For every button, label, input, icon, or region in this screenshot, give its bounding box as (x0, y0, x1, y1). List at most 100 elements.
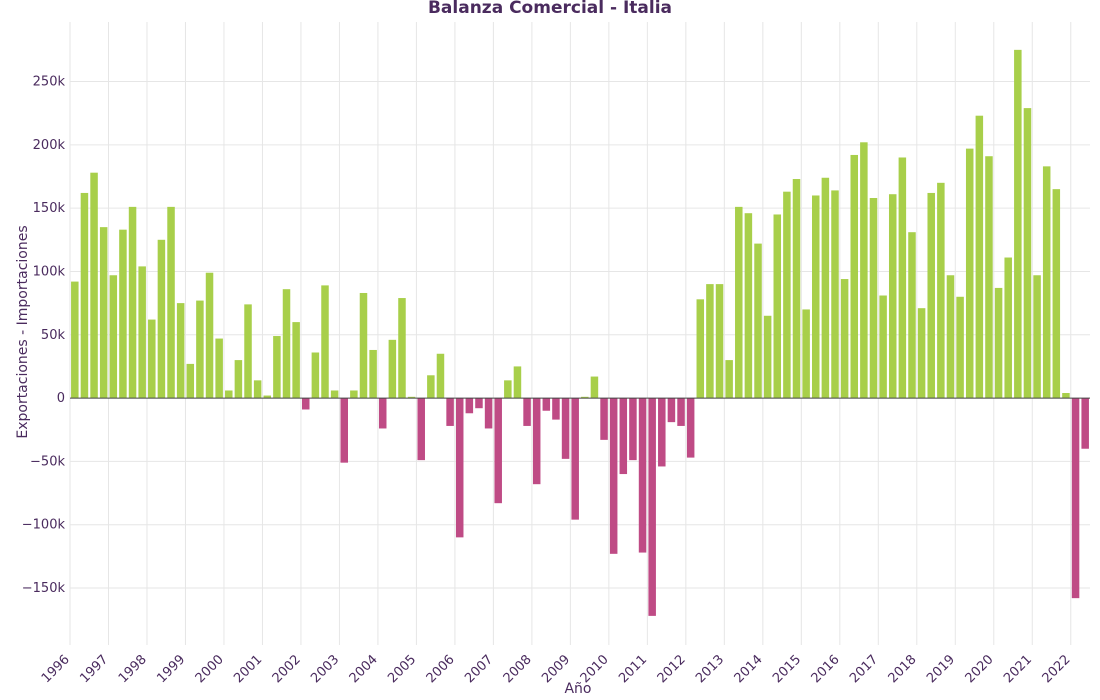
bar[interactable]: 2015-Q3: 174000 (821, 177, 830, 399)
bar[interactable]: 1997-Q1: 97000 (109, 275, 118, 399)
bar[interactable]: 2022-Q2: -40000 (1081, 398, 1089, 449)
bar[interactable]: 2015-Q1: 70000 (802, 309, 810, 399)
bar[interactable]: 2004-Q2: 46000 (388, 339, 397, 399)
bar[interactable]: 2001-Q3: 86000 (282, 289, 291, 399)
bar[interactable]: 2017-Q1: 81000 (879, 295, 887, 399)
bar[interactable]: 2012-Q1: -47000 (686, 398, 695, 458)
bar[interactable]: 2011-Q3: -19000 (667, 398, 676, 423)
bar[interactable]: 2010-Q1: -123000 (609, 398, 618, 554)
bar[interactable]: 1997-Q4: 104000 (138, 266, 146, 399)
bar[interactable]: 2007-Q3: 25000 (513, 366, 522, 399)
bar[interactable]: 1999-Q3: 99000 (205, 272, 214, 399)
bar[interactable]: 1998-Q4: 75000 (176, 303, 185, 399)
bar[interactable]: 2009-Q1: -96000 (571, 398, 579, 520)
bar[interactable]: 2003-Q3: 83000 (359, 292, 368, 399)
bar[interactable]: 1997-Q2: 133000 (119, 229, 127, 399)
bar[interactable]: 2015-Q4: 164000 (831, 190, 839, 399)
bar[interactable]: 2014-Q4: 173000 (792, 179, 801, 399)
bar[interactable]: 2017-Q3: 190000 (898, 157, 907, 399)
bar[interactable]: 2008-Q3: -17000 (552, 398, 560, 420)
bar[interactable]: 2011-Q4: -22000 (677, 398, 685, 426)
bar[interactable]: 2020-Q3: 275000 (1014, 49, 1022, 399)
bar[interactable]: 2012-Q2: 78000 (696, 299, 705, 399)
bar[interactable]: 2008-Q2: -10000 (542, 398, 551, 411)
bar[interactable]: 2010-Q2: -60000 (619, 398, 628, 475)
bar[interactable]: 2001-Q2: 49000 (273, 336, 281, 399)
bar[interactable]: 2001-Q1: 2000 (263, 395, 272, 399)
bar[interactable]: 2016-Q4: 158000 (869, 198, 878, 399)
bar[interactable]: 2004-Q3: 79000 (398, 298, 406, 399)
bar[interactable]: 2005-Q4: -22000 (446, 398, 454, 426)
bar[interactable]: 2012-Q3: 90000 (706, 284, 714, 399)
bar[interactable]: 1998-Q3: 151000 (167, 206, 175, 399)
bar[interactable]: 2019-Q4: 191000 (985, 156, 993, 399)
bar[interactable]: 2002-Q4: 6000 (330, 390, 339, 399)
bar[interactable]: 2014-Q3: 163000 (783, 191, 791, 399)
bar[interactable]: 2017-Q4: 131000 (908, 232, 916, 399)
bar[interactable]: 2000-Q2: 30000 (234, 360, 243, 399)
bar[interactable]: 2006-Q2: -12000 (465, 398, 474, 414)
bar[interactable]: 1999-Q4: 47000 (215, 338, 223, 399)
bar[interactable]: 2016-Q1: 94000 (840, 279, 849, 399)
bar[interactable]: 2007-Q2: 14000 (504, 380, 512, 399)
bar[interactable]: 2022-Q1: -158000 (1071, 398, 1080, 599)
bar[interactable]: 1998-Q1: 62000 (148, 319, 156, 399)
bar[interactable]: 2006-Q1: -110000 (455, 398, 464, 538)
bar[interactable]: 2005-Q1: -49000 (417, 398, 425, 461)
bar[interactable]: 2013-Q3: 146000 (744, 213, 753, 399)
bar[interactable]: 2008-Q4: -48000 (561, 398, 570, 459)
bar[interactable]: 2007-Q1: -83000 (494, 398, 502, 504)
bar[interactable]: 2006-Q3: -8000 (475, 398, 483, 409)
bar[interactable]: 2011-Q2: -54000 (658, 398, 666, 467)
bar[interactable]: 1996-Q2: 162000 (80, 192, 89, 399)
bar[interactable]: 2009-Q4: -33000 (600, 398, 608, 440)
bar[interactable]: 2000-Q3: 74000 (244, 304, 252, 399)
bar[interactable]: 2019-Q1: 80000 (956, 296, 964, 399)
bar[interactable]: 1996-Q3: 178000 (90, 172, 98, 399)
bar[interactable]: 2019-Q3: 223000 (975, 115, 984, 399)
bar[interactable]: 2009-Q2: 1000 (581, 396, 589, 399)
bar[interactable]: 2002-Q1: -9000 (302, 398, 310, 410)
bar[interactable]: 2010-Q4: -122000 (638, 398, 647, 553)
bar[interactable]: 2006-Q4: -24000 (484, 398, 493, 429)
bar[interactable]: 2004-Q4: 1000 (407, 396, 416, 399)
bar[interactable]: 2000-Q1: 6000 (225, 390, 233, 399)
bar[interactable]: 2021-Q4: 4000 (1062, 393, 1070, 399)
bar[interactable]: 2018-Q3: 170000 (937, 182, 945, 399)
bar[interactable]: 2020-Q4: 229000 (1023, 108, 1032, 399)
bar[interactable]: 2005-Q2: 18000 (427, 375, 435, 399)
bar[interactable]: 2013-Q4: 122000 (754, 243, 762, 399)
bar[interactable]: 1996-Q4: 135000 (99, 227, 108, 399)
bar[interactable]: 2021-Q3: 165000 (1052, 189, 1061, 399)
bar[interactable]: 1997-Q3: 151000 (128, 206, 137, 399)
bar[interactable]: 2000-Q4: 14000 (253, 380, 262, 399)
bar[interactable]: 2013-Q2: 151000 (735, 206, 743, 399)
bar[interactable]: 2019-Q2: 197000 (965, 148, 974, 399)
bar[interactable]: 2002-Q3: 89000 (321, 285, 329, 399)
bar[interactable]: 2018-Q4: 97000 (946, 275, 955, 399)
bar[interactable]: 2003-Q4: 38000 (369, 349, 377, 399)
bar[interactable]: 2021-Q2: 183000 (1042, 166, 1051, 399)
bar[interactable]: 2015-Q2: 160000 (812, 195, 820, 399)
bar[interactable]: 2002-Q2: 36000 (311, 352, 320, 399)
bar[interactable]: 2018-Q1: 71000 (917, 308, 926, 399)
bar[interactable]: 2007-Q4: -22000 (523, 398, 531, 426)
bar[interactable]: 2005-Q3: 35000 (436, 353, 445, 399)
bar[interactable]: 2021-Q1: 97000 (1033, 275, 1041, 399)
bar[interactable]: 2020-Q2: 111000 (1004, 257, 1012, 399)
bar[interactable]: 2010-Q3: -49000 (629, 398, 637, 461)
bar[interactable]: 2016-Q3: 202000 (860, 142, 868, 399)
bar[interactable]: 2008-Q1: -68000 (532, 398, 541, 485)
bar[interactable]: 1998-Q2: 125000 (157, 239, 166, 399)
bar[interactable]: 1999-Q1: 27000 (186, 363, 195, 399)
bar[interactable]: 2018-Q2: 162000 (927, 192, 935, 399)
bar[interactable]: 2017-Q2: 161000 (888, 194, 897, 399)
bar[interactable]: 2001-Q4: 60000 (292, 322, 300, 399)
bar[interactable]: 1999-Q2: 77000 (196, 300, 204, 399)
bar[interactable]: 2014-Q1: 65000 (763, 315, 772, 399)
bar[interactable]: 2011-Q1: -172000 (648, 398, 656, 616)
bar[interactable]: 2003-Q2: 6000 (350, 390, 358, 399)
bar[interactable]: 2020-Q1: 87000 (994, 287, 1003, 399)
bar[interactable]: 2016-Q2: 192000 (850, 154, 858, 399)
